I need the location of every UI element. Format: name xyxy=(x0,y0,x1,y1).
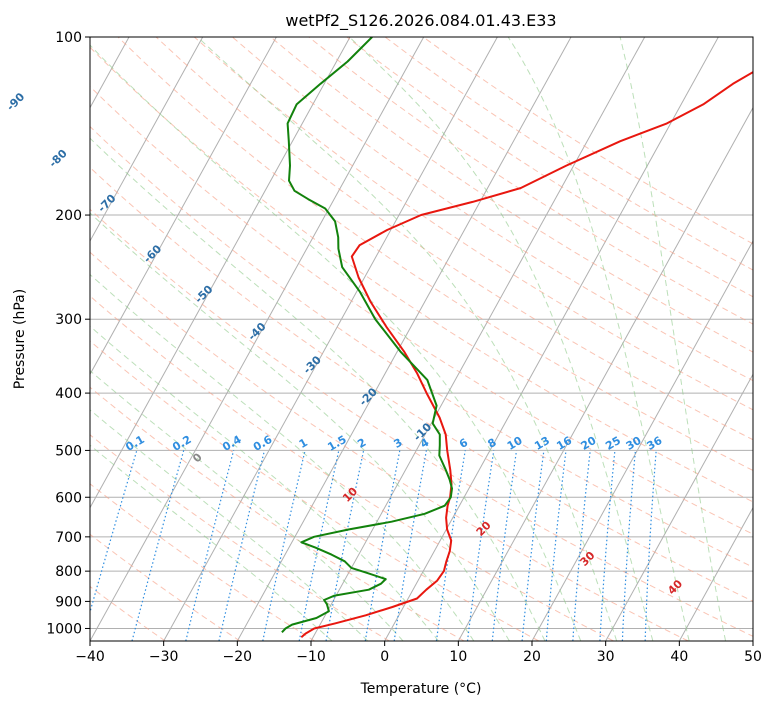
moist-adiabat xyxy=(90,44,582,641)
mixing-ratio-label: 3 xyxy=(392,436,405,451)
isotherm-label: -80 xyxy=(47,147,70,170)
moist-adiabat xyxy=(348,37,654,641)
dewpoint-profile xyxy=(281,37,453,633)
dry-adiabat xyxy=(193,37,753,411)
dry-adiabat xyxy=(155,37,753,441)
x-tick-label: 50 xyxy=(744,649,762,665)
isotherm-line xyxy=(752,639,753,641)
isotherm-line xyxy=(531,239,753,641)
dry-adiabat xyxy=(90,386,465,641)
mixing-ratio-line xyxy=(491,450,518,641)
isotherm-line xyxy=(457,106,753,641)
moist-adiabat xyxy=(507,37,690,641)
x-tick-label: −30 xyxy=(149,649,179,665)
x-tick-label: 30 xyxy=(597,649,615,665)
dry-adiabat xyxy=(90,434,390,641)
moist-adiabat xyxy=(90,325,439,641)
isotherm-line xyxy=(90,37,204,243)
y-tick-label: 900 xyxy=(55,594,82,610)
moist-adiabat-label: 30 xyxy=(578,549,598,569)
mixing-ratio-line xyxy=(393,450,427,641)
mixing-ratio-line xyxy=(466,450,495,641)
x-tick-label: 0 xyxy=(380,649,389,665)
chart-title: wetPf2_S126.2026.084.01.43.E33 xyxy=(285,11,556,31)
mixing-ratio-line xyxy=(131,450,185,641)
mixing-ratio-line xyxy=(298,450,340,641)
isotherm-label: -90 xyxy=(4,90,27,113)
y-tick-label: 200 xyxy=(55,208,82,224)
isotherm-line xyxy=(384,37,719,641)
dry-adiabat xyxy=(90,85,753,535)
isotherm-line xyxy=(678,506,753,641)
isotherm-line xyxy=(236,37,572,641)
dry-adiabat xyxy=(384,37,753,271)
y-tick-label: 400 xyxy=(55,386,82,402)
y-tick-label: 100 xyxy=(55,30,82,46)
y-axis-label: Pressure (hPa) xyxy=(12,289,28,389)
dry-adiabat xyxy=(90,340,540,641)
y-tick-label: 600 xyxy=(55,490,82,506)
mixing-ratio-line xyxy=(185,450,235,641)
moist-adiabat xyxy=(90,137,546,641)
y-tick-label: 500 xyxy=(55,443,82,459)
dry-adiabat xyxy=(117,37,753,472)
mixing-ratio-label: 4 xyxy=(418,436,431,451)
dry-adiabat xyxy=(308,37,753,325)
isotherm-line xyxy=(310,37,646,641)
mixing-ratio-line xyxy=(218,450,266,641)
moist-adiabat xyxy=(90,370,404,641)
dry-adiabat xyxy=(90,483,315,641)
x-axis-label: Temperature (°C) xyxy=(360,681,482,697)
mixing-ratio-line xyxy=(325,450,365,641)
mixing-ratio-line xyxy=(521,450,545,641)
moist-adiabat xyxy=(90,409,369,641)
dry-adiabat xyxy=(90,251,689,641)
isotherm-line xyxy=(90,37,277,376)
moist-adiabat-label: 0 xyxy=(190,450,205,465)
moist-adiabat xyxy=(197,37,618,641)
x-tick-label: 40 xyxy=(670,649,688,665)
x-tick-label: 20 xyxy=(523,649,541,665)
moist-adiabat xyxy=(90,444,333,641)
mixing-ratio-line xyxy=(90,450,138,615)
x-tick-label: −20 xyxy=(223,649,253,665)
dry-adiabat xyxy=(90,166,753,602)
dry-adiabat xyxy=(90,533,241,641)
y-tick-label: 1000 xyxy=(46,621,82,637)
mixing-ratio-line xyxy=(545,450,567,641)
dry-adiabat xyxy=(90,46,753,503)
moist-adiabat xyxy=(90,273,475,641)
temperature-profile xyxy=(300,70,753,639)
mixing-ratio-label: 6 xyxy=(457,436,470,451)
dry-adiabat xyxy=(90,208,753,637)
moist-adiabat xyxy=(619,37,727,641)
x-tick-label: −40 xyxy=(75,649,105,665)
isotherm-line xyxy=(605,373,753,641)
mixing-ratio-line xyxy=(435,450,466,641)
dry-adiabat xyxy=(90,125,753,568)
mixing-ratio-line xyxy=(621,450,636,641)
moist-adiabat xyxy=(90,212,510,641)
dry-adiabat xyxy=(90,585,166,641)
y-tick-label: 300 xyxy=(55,312,82,328)
y-tick-label: 800 xyxy=(55,564,82,580)
x-tick-label: −10 xyxy=(296,649,326,665)
mixing-ratio-label: 2 xyxy=(355,436,368,451)
dry-adiabat xyxy=(346,37,753,298)
mixing-ratio-line xyxy=(364,450,401,641)
mixing-ratio-line xyxy=(644,450,657,641)
isotherm-line xyxy=(90,37,351,509)
plot-frame xyxy=(89,36,754,642)
isotherm-line xyxy=(90,37,425,641)
x-tick-label: 10 xyxy=(449,649,467,665)
isotherm-line xyxy=(163,37,498,641)
y-tick-label: 700 xyxy=(55,530,82,546)
dry-adiabat xyxy=(422,37,753,245)
dry-adiabat xyxy=(90,295,614,641)
